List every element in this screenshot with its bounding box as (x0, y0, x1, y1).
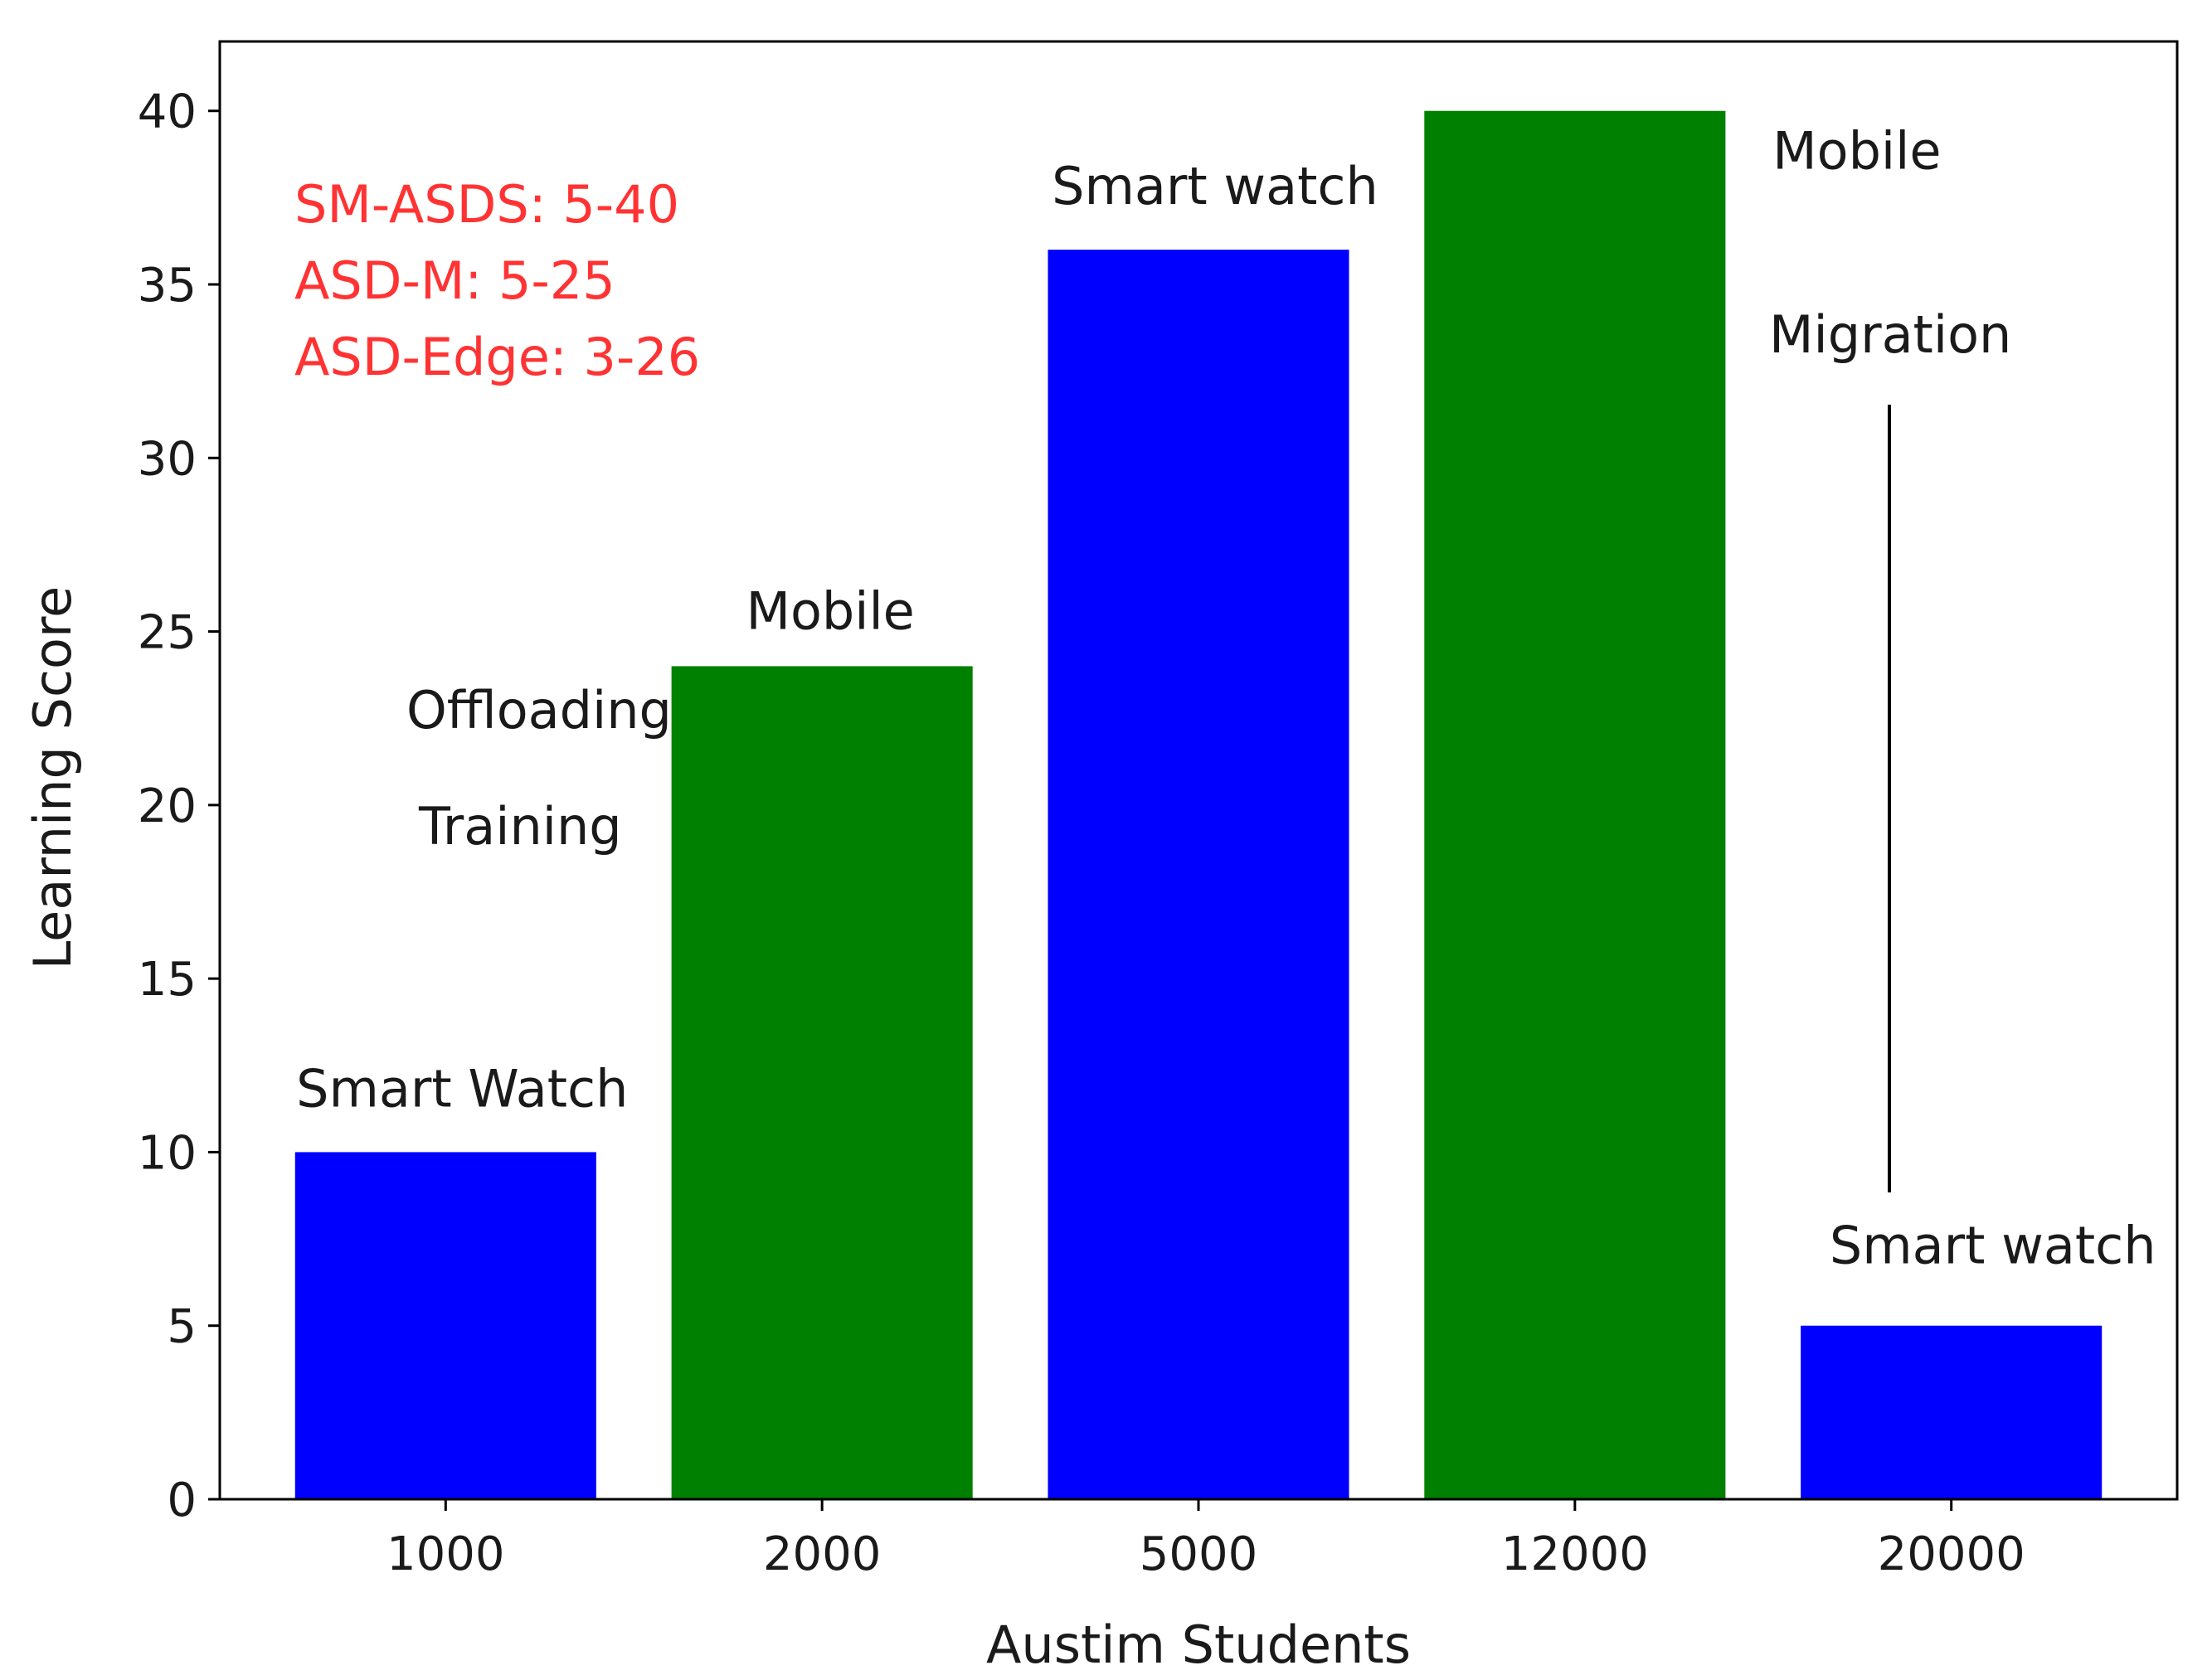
bar-20000 (1801, 1325, 2103, 1499)
bar-label: Smart watch (1052, 156, 1378, 216)
y-tick-label: 25 (138, 606, 197, 660)
bar-label: Mobile (746, 580, 914, 641)
annotation-training: Training (418, 796, 622, 857)
bar-label: Mobile (1772, 121, 1941, 182)
y-tick-label: 40 (138, 85, 197, 139)
annotation-migration: Migration (1769, 304, 2011, 365)
y-tick-label: 10 (138, 1126, 197, 1180)
y-tick-label: 0 (167, 1474, 197, 1527)
note-asd-m: ASD-M: 5-25 (294, 250, 615, 311)
x-tick-label: 1000 (386, 1527, 505, 1581)
y-tick-label: 30 (138, 432, 197, 486)
x-axis-label: Austim Students (986, 1614, 1411, 1675)
y-tick-label: 35 (138, 259, 197, 313)
y-axis-label: Learning Score (22, 586, 83, 970)
plot-frame (218, 40, 2179, 1501)
bar-5000 (1048, 250, 1349, 1500)
y-tick-label: 15 (138, 953, 197, 1007)
bar-label: Smart Watch (296, 1058, 628, 1119)
labels-layer: Smart Watch Mobile Smart watch Mobile Smart … (296, 121, 2156, 1276)
bar-12000 (1424, 110, 1726, 1500)
bars-layer (294, 110, 2103, 1500)
x-tick-label: 20000 (1878, 1527, 2025, 1581)
note-asd-edge: ASD-Edge: 3-26 (294, 327, 700, 387)
x-tick-label: 5000 (1140, 1527, 1258, 1581)
y-tick-label: 20 (138, 779, 197, 833)
axes-layer: 1000 2000 5000 12000 20000 0 5 10 15 20 25 30 35 40 (138, 40, 2179, 1581)
note-sm-asds: SM-ASDS: 5-40 (294, 174, 679, 235)
annotation-offloading: Offloading (406, 680, 672, 740)
y-tick-label: 5 (167, 1300, 197, 1354)
bar-label: Smart watch (1830, 1216, 2156, 1276)
x-tick-label: 2000 (763, 1527, 882, 1581)
bar-2000 (671, 666, 973, 1499)
x-tick-label: 12000 (1501, 1527, 1649, 1581)
bar-1000 (294, 1152, 596, 1499)
